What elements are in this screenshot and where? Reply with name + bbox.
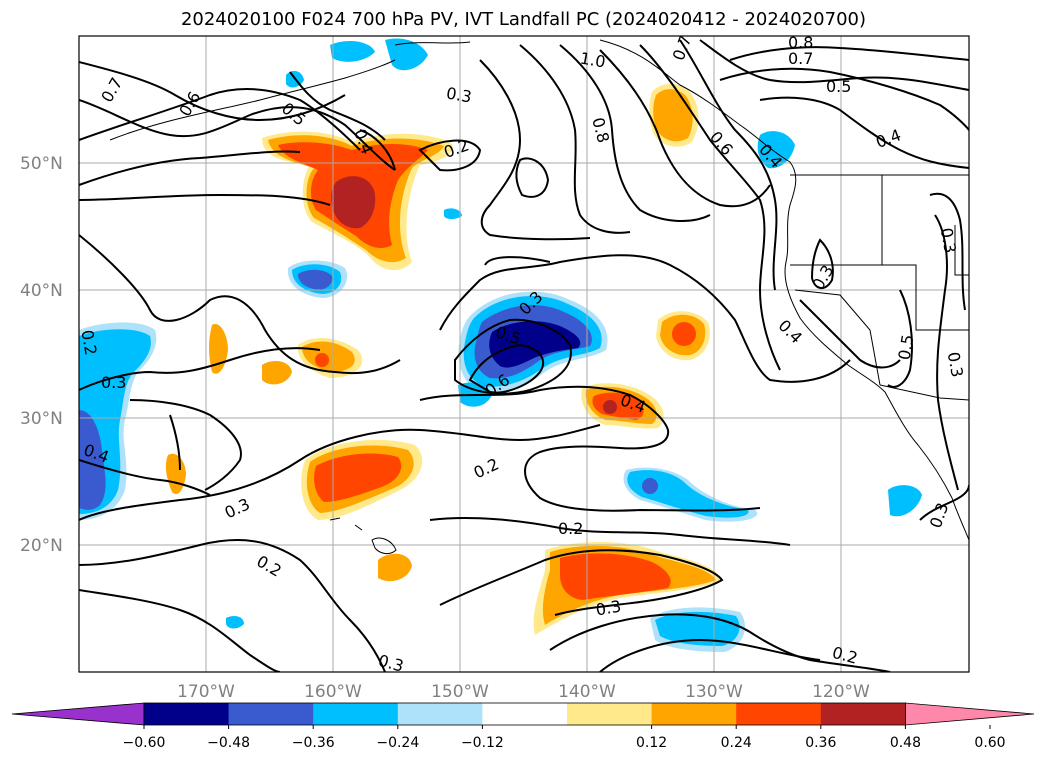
colorbar-tick-label: 0.12 xyxy=(636,735,667,751)
colorbar-segment xyxy=(397,703,483,725)
lat-label-50: 50°N xyxy=(20,154,63,174)
coastlines xyxy=(109,39,969,555)
contour-label: 0.5 xyxy=(826,77,851,96)
colorbar-tick-label: 0.48 xyxy=(890,735,921,751)
colorbar-segment xyxy=(144,703,230,725)
chart-title: 2024020100 F024 700 hPa PV, IVT Landfall… xyxy=(180,9,867,30)
lat-label-30: 30°N xyxy=(20,409,63,429)
alaska-coast xyxy=(394,41,471,46)
colorbar-tick-label: −0.36 xyxy=(292,735,335,751)
map-frame xyxy=(78,35,970,673)
colorbar-extend-low xyxy=(11,702,145,726)
contour-label: 0.8 xyxy=(788,33,813,52)
colorbar-tick-label: −0.12 xyxy=(461,735,504,751)
lon-label-150w: 150°W xyxy=(431,682,489,702)
lat-label-20: 20°N xyxy=(20,536,63,556)
contour-label: 0.2 xyxy=(558,519,583,538)
colorbar-segment xyxy=(567,703,653,725)
contour-label: 0.5 xyxy=(894,333,917,361)
contour-label: 1.0 xyxy=(579,48,607,71)
us-mexico-border xyxy=(879,384,969,401)
map-content: 0.7 0.6 0.5 0.4 0.3 0.2 1.0 0.7 0.8 0.7 … xyxy=(77,33,969,676)
contour-label: 0.3 xyxy=(101,373,126,392)
colorbar-segment xyxy=(820,703,906,725)
colorbar-tick-label: −0.24 xyxy=(376,735,419,751)
contour-label: 0.2 xyxy=(77,328,100,356)
contour-label: 0.3 xyxy=(937,226,960,254)
contour-label: 0.3 xyxy=(944,350,967,378)
contour-label: 0.7 xyxy=(788,49,813,68)
lon-label-170w: 170°W xyxy=(177,682,235,702)
contour-label: 0.3 xyxy=(445,83,473,106)
lon-label-130w: 130°W xyxy=(685,682,743,702)
gridlines xyxy=(79,36,969,672)
colorbar-segment xyxy=(482,703,568,725)
north-america-coast xyxy=(599,39,969,541)
longitude-labels: 170°W 160°W 150°W 140°W 130°W 120°W xyxy=(177,682,870,702)
lon-label-160w: 160°W xyxy=(304,682,362,702)
colorbar-segment xyxy=(651,703,737,725)
colorbar-segment xyxy=(736,703,822,725)
colorbar-frame xyxy=(143,702,906,726)
colorbar-segment xyxy=(313,703,399,725)
colorbar-tick-label: −0.48 xyxy=(207,735,250,751)
colorbar: −0.60 −0.48 −0.36 −0.24 −0.12 0.12 0.24 0.36 0.4… xyxy=(11,702,1035,751)
lon-label-140w: 140°W xyxy=(558,682,616,702)
colorbar-tick-label: −0.60 xyxy=(123,735,166,751)
latitude-labels: 50°N 40°N 30°N 20°N xyxy=(20,154,63,556)
colorbar-tick-label: 0.24 xyxy=(721,735,752,751)
negative-anomaly-fills xyxy=(79,38,922,652)
colorbar-tick-label: 0.36 xyxy=(805,735,836,751)
hawaii-islands xyxy=(329,517,397,555)
pv-contours xyxy=(79,39,969,672)
contour-label: 0.3 xyxy=(376,651,406,676)
colorbar-tick-label: 0.60 xyxy=(974,735,1005,751)
colorbar-extend-high xyxy=(905,702,1035,726)
colorbar-segment xyxy=(228,703,314,725)
contour-label: 0.3 xyxy=(594,596,622,619)
positive-anomaly-fills xyxy=(165,83,722,635)
lat-label-40: 40°N xyxy=(20,281,63,301)
lon-label-120w: 120°W xyxy=(812,682,870,702)
